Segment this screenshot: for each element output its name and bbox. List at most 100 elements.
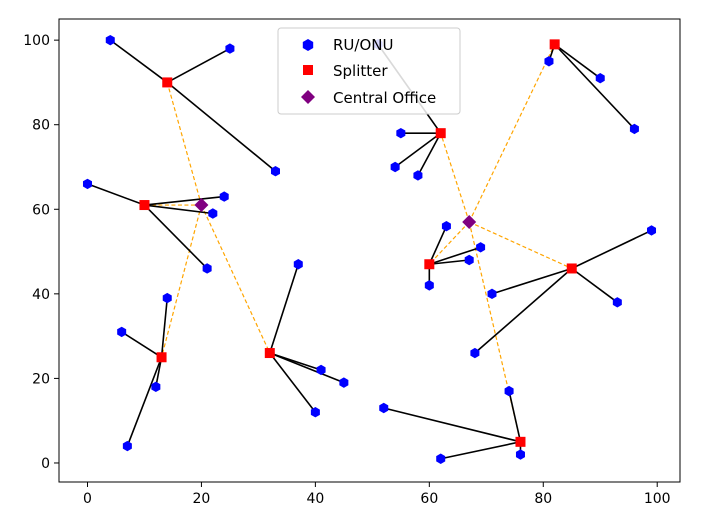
ru-link-2-0 (121, 331, 162, 358)
ru-link-7-1 (571, 267, 618, 303)
ru-link-2-3 (126, 356, 163, 447)
legend-splitter-marker (303, 65, 313, 75)
ru-point-0-2 (270, 166, 280, 177)
ru-link-5-2 (429, 259, 470, 266)
ru-link-1-3 (143, 204, 208, 270)
splitter-point-0 (162, 77, 173, 88)
ru-link-8-1 (383, 407, 521, 443)
ru-point-2-0 (117, 326, 127, 338)
office-link-4 (440, 132, 470, 223)
ru-link-5-1 (429, 246, 481, 266)
office-link-0 (166, 82, 203, 206)
ru-link-1-1 (144, 195, 225, 206)
x-tick-label-80: 80 (534, 491, 552, 507)
office-link-6 (468, 44, 556, 223)
x-tick-label-20: 20 (193, 491, 211, 507)
office-link-8 (468, 221, 522, 442)
ru-point-2-1 (162, 292, 172, 304)
ru-link-4-2 (394, 132, 442, 168)
office-link-2 (160, 204, 203, 358)
ru-point-3-3 (310, 407, 320, 418)
ru-point-0-1 (225, 43, 235, 54)
legend: RU/ONU Splitter Central Office (277, 27, 461, 115)
splitter-point-7 (566, 263, 577, 274)
legend-ru-label: RU/ONU (333, 36, 393, 54)
y-tick-label-60: 60 (32, 202, 50, 218)
ru-link-5-0 (428, 225, 448, 265)
x-tick-label-0: 0 (83, 491, 92, 507)
ru-link-6-1 (554, 43, 601, 79)
y-tick-label-20: 20 (32, 371, 50, 387)
ru-point-7-0 (647, 225, 657, 236)
y-axis: 0 20 40 60 80 100 (23, 33, 59, 472)
legend-office-marker (301, 90, 315, 104)
ru-point-5-2 (464, 254, 474, 266)
ru-point-8-1 (379, 402, 389, 414)
ru-point-8-0 (504, 385, 514, 397)
x-tick-label-60: 60 (420, 491, 438, 507)
ru-point-6-2 (629, 123, 639, 135)
legend-ru-marker (302, 39, 314, 51)
ru-link-8-2 (440, 441, 521, 460)
y-tick-label-40: 40 (32, 287, 50, 303)
ru-point-4-3 (413, 170, 423, 181)
ru-point-4-1 (396, 127, 406, 139)
legend-splitter-label: Splitter (333, 62, 388, 80)
ru-point-8-2 (436, 453, 446, 464)
y-tick-label-80: 80 (32, 118, 50, 134)
ru-link-7-2 (491, 267, 572, 295)
y-tick-label-100: 100 (23, 33, 50, 49)
ru-link-8-0 (508, 390, 522, 443)
splitter-point-8 (515, 436, 526, 447)
ru-point-7-3 (470, 347, 480, 359)
ru-link-7-3 (474, 267, 573, 354)
splitter-point-4 (435, 128, 446, 139)
ru-point-5-1 (476, 242, 486, 253)
legend-entry-splitter: Splitter (303, 62, 388, 80)
ru-point-5-0 (441, 220, 451, 232)
legend-entry-central-office: Central Office (301, 89, 436, 107)
ru-point-1-1 (219, 191, 229, 202)
ru-link-0-2 (166, 81, 277, 172)
ru-link-0-1 (166, 47, 231, 84)
ru-point-6-0 (544, 56, 554, 67)
ru-link-3-2 (269, 352, 345, 384)
ru-link-4-3 (417, 132, 442, 176)
splitter-point-3 (264, 348, 275, 359)
x-axis: 0 20 40 60 80 100 (83, 482, 671, 507)
ru-link-6-2 (554, 43, 636, 130)
office-link-7 (468, 221, 573, 270)
y-tick-label-0: 0 (41, 456, 50, 472)
ru-point-3-1 (316, 364, 326, 376)
ru-point-2-2 (151, 381, 161, 393)
ru-link-3-3 (269, 352, 317, 413)
x-tick-label-100: 100 (644, 491, 671, 507)
ru-point-3-0 (293, 259, 303, 270)
x-tick-label-40: 40 (306, 491, 324, 507)
splitter-point-5 (424, 259, 435, 270)
ru-link-1-0 (87, 183, 145, 206)
links-layer (87, 39, 652, 460)
ru-point-0-0 (105, 34, 115, 46)
ru-point-1-2 (208, 208, 218, 219)
central-office-point-1 (462, 214, 477, 229)
ru-point-3-2 (339, 377, 349, 388)
legend-entry-ru: RU/ONU (302, 36, 393, 54)
central-office-point-0 (194, 198, 209, 213)
ru-link-1-2 (144, 204, 213, 215)
ru-point-2-3 (122, 440, 132, 452)
splitter-point-1 (139, 200, 150, 211)
ru-point-5-3 (424, 280, 434, 291)
ru-point-8-3 (515, 449, 525, 460)
ru-point-6-1 (595, 73, 605, 84)
ru-point-1-0 (82, 178, 92, 190)
ru-link-0-0 (109, 39, 168, 84)
legend-box (277, 27, 461, 115)
ru-link-3-0 (269, 263, 300, 354)
nodes-layer (82, 34, 657, 464)
ru-point-4-2 (390, 161, 400, 173)
plot-area-frame (58, 18, 681, 483)
office-link-3 (200, 204, 271, 354)
ru-link-2-1 (160, 297, 169, 358)
